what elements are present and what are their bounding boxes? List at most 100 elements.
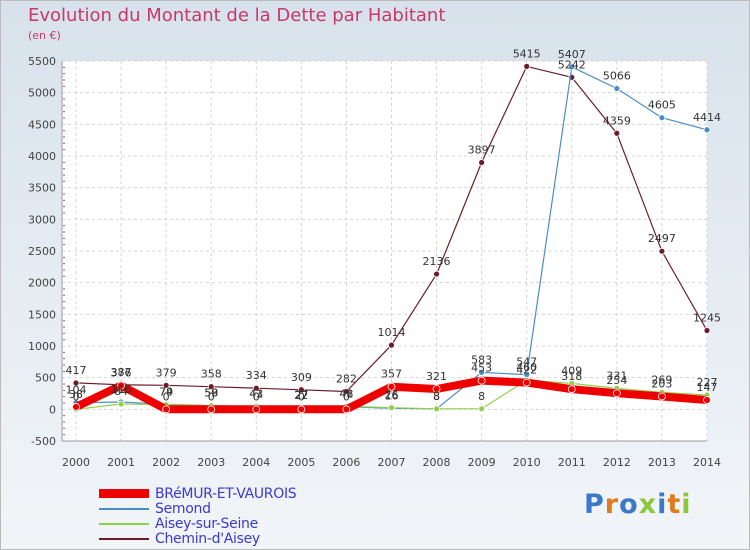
data-point	[658, 247, 666, 255]
data-label: 4605	[648, 99, 676, 112]
data-label: 22	[294, 389, 308, 402]
data-point	[703, 396, 711, 404]
y-tick-label: 1000	[28, 340, 56, 353]
x-tick-label: 2000	[62, 456, 90, 469]
legend-swatch	[99, 489, 149, 498]
data-label: 0	[253, 390, 260, 403]
data-label: 0	[298, 390, 305, 403]
legend-label: BRéMUR-ET-VAUROIS	[155, 485, 297, 502]
data-point	[297, 405, 306, 414]
data-label: 0	[73, 390, 80, 403]
legend-label: Semond	[155, 500, 211, 517]
data-label: 41	[339, 388, 353, 401]
data-label: 27	[294, 389, 308, 402]
chart-legend: BRéMUR-ET-VAUROIS Semond Aisey-sur-Seine Ch…	[99, 485, 297, 547]
data-label: 1245	[693, 311, 721, 324]
data-label: 460	[516, 361, 537, 374]
brand-letter: o	[619, 489, 639, 520]
y-tick-label: 2000	[28, 277, 56, 290]
data-label: 334	[246, 369, 267, 382]
legend-item: Chemin-d'Aisey	[99, 530, 296, 547]
legend-swatch	[99, 522, 149, 525]
legend-swatch	[99, 537, 149, 540]
data-label: 8	[478, 390, 485, 403]
data-point	[612, 389, 621, 398]
data-point	[613, 129, 621, 137]
legend-label: Chemin-d'Aisey	[155, 530, 260, 547]
brand-letter: P	[584, 489, 605, 520]
data-label: 2136	[423, 255, 451, 268]
x-tick-label: 2002	[152, 456, 180, 469]
brand-letter: r	[604, 489, 620, 520]
data-point	[432, 385, 441, 393]
data-label: 227	[696, 376, 717, 389]
data-point	[162, 381, 170, 389]
x-tick-label: 2009	[468, 456, 496, 469]
series-chemin-d-aisey	[72, 62, 711, 395]
data-point	[523, 62, 531, 70]
y-tick-label: 3000	[28, 213, 56, 226]
data-label: 5415	[513, 47, 541, 60]
data-label: 59	[204, 387, 218, 400]
data-point	[658, 392, 666, 401]
legend-label: Aisey-sur-Seine	[155, 515, 258, 532]
data-label: 3897	[468, 144, 496, 157]
data-point	[207, 405, 216, 414]
data-point	[387, 382, 396, 391]
data-label: 387	[111, 366, 132, 379]
data-label: 331	[606, 369, 627, 382]
data-label: 422	[516, 364, 537, 377]
data-label: 41	[249, 388, 263, 401]
data-label: 318	[561, 370, 582, 383]
x-tick-label: 2013	[648, 456, 676, 469]
data-labels: 38 376 0 0 0 0 0 357 321 453 422 318 254 203 147	[69, 362, 717, 404]
data-label: 269	[651, 373, 672, 386]
data-label: 0	[343, 390, 350, 403]
y-tick-label: 3500	[28, 182, 56, 195]
data-label: 74	[159, 386, 173, 399]
data-point	[433, 405, 440, 413]
data-label: 26	[384, 389, 398, 402]
data-label: 84	[114, 385, 128, 398]
data-label: 203	[651, 377, 672, 390]
data-label: 417	[66, 364, 87, 377]
data-label: 116	[111, 383, 132, 396]
data-label: 379	[156, 366, 177, 379]
data-label: 79	[159, 385, 173, 398]
data-point	[522, 378, 531, 387]
brand-letter: t	[667, 489, 682, 520]
data-label: 357	[381, 368, 402, 381]
data-label: 583	[471, 353, 492, 366]
data-label: 4359	[603, 114, 631, 127]
x-tick-label: 2007	[377, 456, 405, 469]
data-point	[72, 379, 80, 387]
x-tick-label: 2010	[513, 456, 541, 469]
data-point	[478, 405, 486, 413]
data-label: 358	[201, 368, 222, 381]
data-point	[567, 385, 576, 394]
data-point	[613, 85, 621, 92]
data-label: 5407	[558, 48, 586, 61]
data-point	[117, 400, 125, 408]
x-tick-label: 2008	[423, 456, 451, 469]
data-point	[568, 63, 576, 71]
y-tick-label: -500	[31, 435, 56, 448]
data-point	[388, 341, 395, 349]
y-tick-label: 4000	[28, 150, 56, 163]
data-label: 254	[606, 374, 627, 387]
data-point	[703, 327, 711, 334]
data-label: 4414	[693, 111, 721, 124]
data-point	[433, 270, 440, 278]
brand-letter: i	[657, 489, 668, 520]
data-label: 321	[426, 370, 447, 383]
data-point	[117, 381, 125, 390]
data-point	[252, 384, 260, 392]
legend-item: Aisey-sur-Seine	[99, 515, 296, 532]
data-label: 8	[433, 390, 440, 403]
legend-item: BRéMUR-ET-VAUROIS	[99, 485, 297, 502]
x-tick-label: 2014	[693, 456, 721, 469]
data-point	[478, 369, 486, 376]
data-label: 147	[696, 381, 717, 394]
